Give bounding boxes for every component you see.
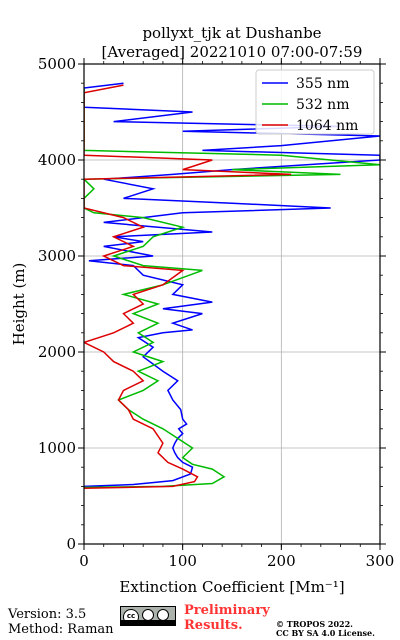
preliminary-line-1: Preliminary xyxy=(184,603,270,618)
x-tick-label: 0 xyxy=(79,552,89,570)
copyright-line-2: CC BY SA 4.0 License. xyxy=(276,628,375,638)
x-axis-label: Extinction Coefficient [Mm⁻¹] xyxy=(119,578,344,596)
plot-frame xyxy=(83,63,381,545)
y-tick-label: 1000 xyxy=(38,439,76,457)
series-line-1 xyxy=(84,82,380,488)
y-tick-label: 5000 xyxy=(38,55,76,73)
x-tick-label: 200 xyxy=(267,552,296,570)
y-axis-label: Height (m) xyxy=(10,263,28,346)
legend-box xyxy=(255,69,375,135)
copyright-note: © TROPOS 2022. CC BY SA 4.0 License. xyxy=(276,620,375,638)
y-tick-label: 3000 xyxy=(38,247,76,265)
legend-label-1: 355 nm xyxy=(296,76,349,92)
preliminary-results-note: Preliminary Results. xyxy=(184,603,270,633)
legend-label-3: 1064 nm xyxy=(296,118,358,134)
cc-license-badge: cc xyxy=(120,606,176,626)
x-tick-label: 300 xyxy=(366,552,395,570)
legend-label-2: 532 nm xyxy=(296,97,349,113)
chart-figure: pollyxt_tjk at Dushanbe [Averaged] 20221… xyxy=(10,24,395,596)
x-tick-label: 100 xyxy=(168,552,197,570)
y-tick-label: 0 xyxy=(66,535,76,553)
method-text: Method: Raman xyxy=(8,622,114,637)
chart-subtitle: [Averaged] 20221010 07:00-07:59 xyxy=(102,43,363,61)
chart-title: pollyxt_tjk at Dushanbe xyxy=(142,24,321,42)
copyright-line-1: © TROPOS 2022. xyxy=(276,619,353,629)
y-tick-label: 4000 xyxy=(38,151,76,169)
version-text: Version: 3.5 xyxy=(8,607,87,622)
preliminary-line-2: Results. xyxy=(184,618,243,633)
series-line-2 xyxy=(84,88,380,489)
y-tick-label: 2000 xyxy=(38,343,76,361)
series-line-3 xyxy=(84,84,292,490)
cc-strip xyxy=(121,620,175,625)
